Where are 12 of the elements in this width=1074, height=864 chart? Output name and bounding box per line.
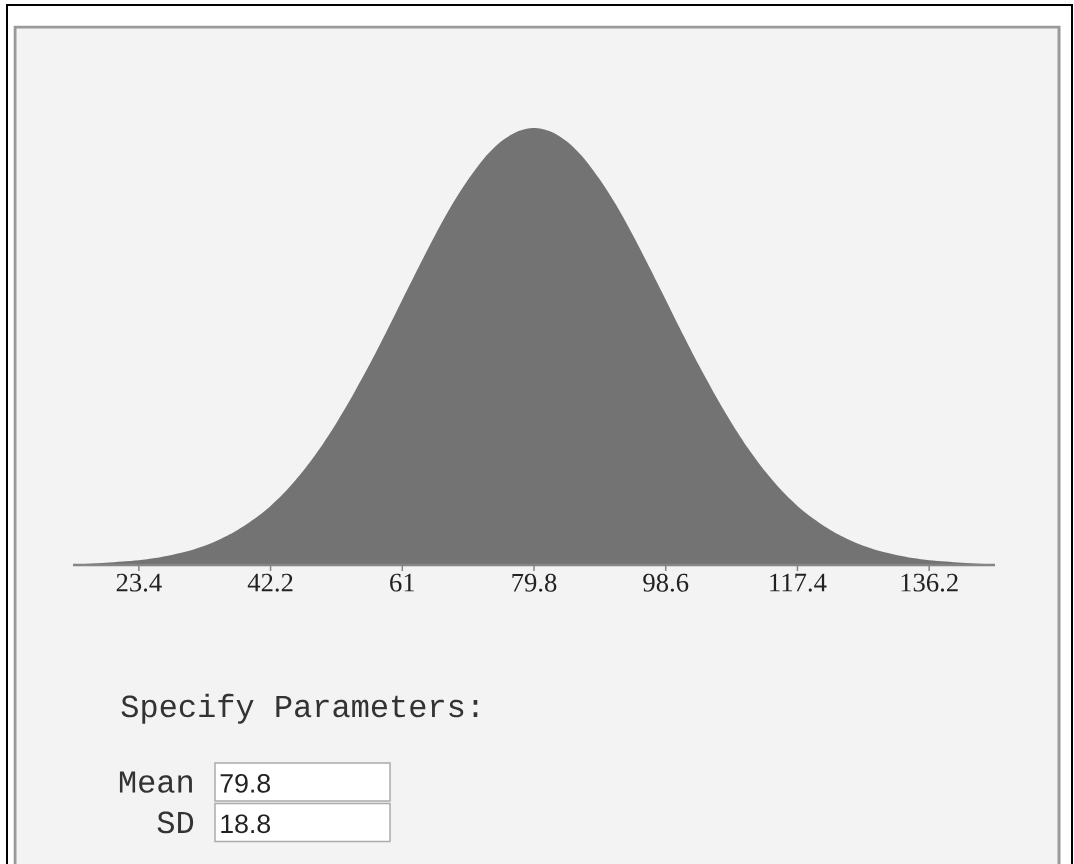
- x-tick-label: 98.6: [643, 573, 689, 592]
- text: 18.8: [221, 814, 271, 834]
- x-tick-label: 61: [390, 573, 415, 592]
- text: Mean: [119, 771, 192, 793]
- x-tick-label: 42.2: [247, 573, 293, 592]
- x-tick-label: 23.4: [116, 573, 162, 592]
- x-tick-label: 117.4: [770, 573, 827, 592]
- text: 79.8: [220, 773, 271, 793]
- text: SD: [157, 811, 194, 834]
- text: Specify Parameters:: [121, 693, 478, 724]
- x-tick-label: 79.8: [512, 573, 557, 592]
- x-tick-label: 136.2: [901, 573, 958, 592]
